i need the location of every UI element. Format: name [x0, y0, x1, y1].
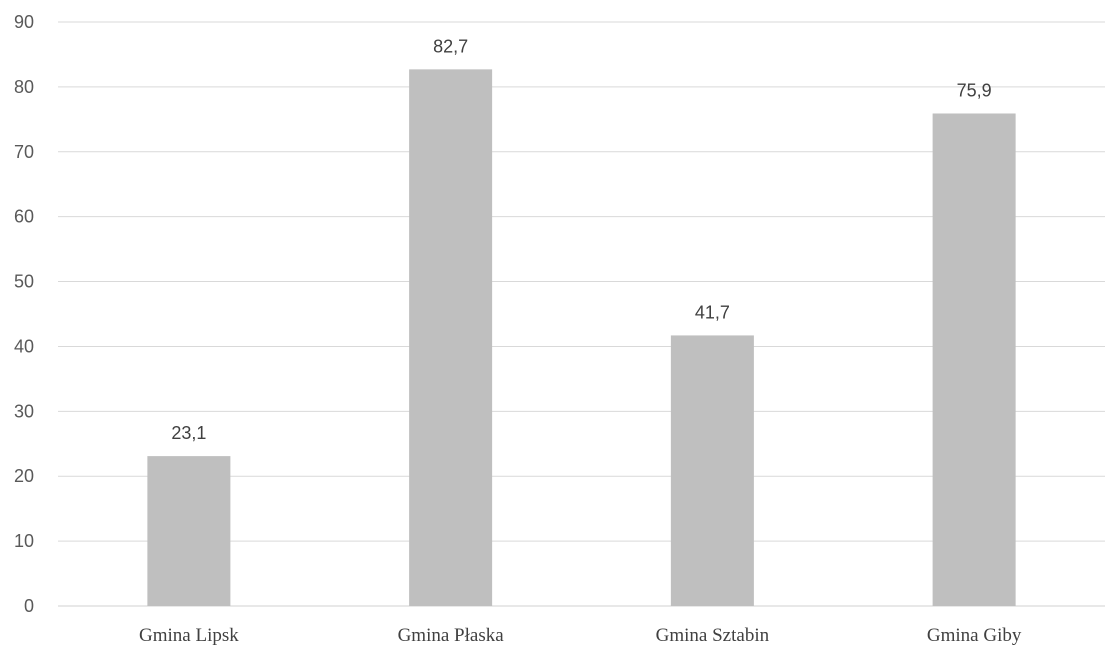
category-label-3: Gmina Sztabin — [656, 625, 770, 646]
y-tick-label-90: 90 — [14, 12, 34, 32]
bars — [147, 69, 1016, 606]
category-label-4: Gmina Giby — [927, 625, 1022, 646]
y-tick-label-20: 20 — [14, 466, 34, 486]
y-tick-label-60: 60 — [14, 207, 34, 227]
y-tick-label-50: 50 — [14, 272, 34, 292]
y-tick-label-80: 80 — [14, 77, 34, 97]
y-tick-label-10: 10 — [14, 531, 34, 551]
y-tick-label-30: 30 — [14, 401, 34, 421]
bar-3 — [670, 335, 754, 606]
y-tick-label-70: 70 — [14, 142, 34, 162]
category-label-1: Gmina Lipsk — [139, 625, 239, 646]
gridlines — [58, 21, 1105, 607]
data-label-2: 82,7 — [433, 36, 468, 56]
data-label-1: 23,1 — [171, 423, 206, 443]
y-tick-label-0: 0 — [24, 596, 34, 616]
y-tick-label-40: 40 — [14, 336, 34, 356]
bar-4 — [932, 113, 1016, 606]
data-labels: 23,1 82,7 41,7 75,9 — [171, 36, 991, 443]
data-label-4: 75,9 — [957, 80, 992, 100]
category-label-2: Gmina Płaska — [398, 625, 505, 646]
data-label-3: 41,7 — [695, 302, 730, 322]
bar-1 — [147, 456, 231, 606]
y-axis-tick-labels: 0 10 20 30 40 50 60 70 80 90 — [14, 12, 34, 616]
x-axis-category-labels: Gmina Lipsk Gmina Płaska Gmina Sztabin Gmin… — [139, 625, 1022, 646]
bar-2 — [409, 69, 493, 606]
